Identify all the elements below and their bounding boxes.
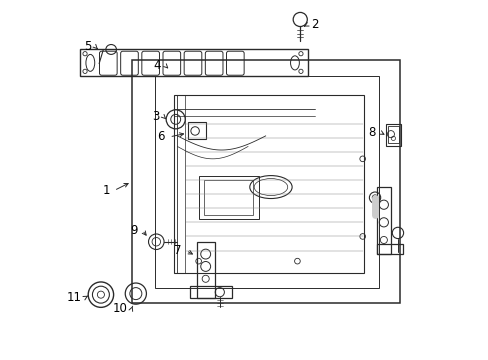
Text: 5: 5 [83, 40, 91, 53]
Text: 7: 7 [174, 244, 182, 257]
Text: 11: 11 [66, 291, 81, 303]
Bar [203, 180, 253, 215]
Text: 3: 3 [151, 110, 159, 123]
Bar [198, 176, 258, 219]
Text: 1: 1 [102, 184, 109, 197]
Text: 8: 8 [368, 126, 375, 139]
Text: 2: 2 [311, 18, 318, 31]
Text: 10: 10 [112, 302, 127, 315]
Bar [387, 126, 399, 143]
Text: 6: 6 [157, 130, 165, 143]
Text: 9: 9 [130, 224, 138, 237]
Text: 4: 4 [153, 59, 161, 72]
Bar [188, 122, 206, 139]
Bar [385, 123, 401, 147]
